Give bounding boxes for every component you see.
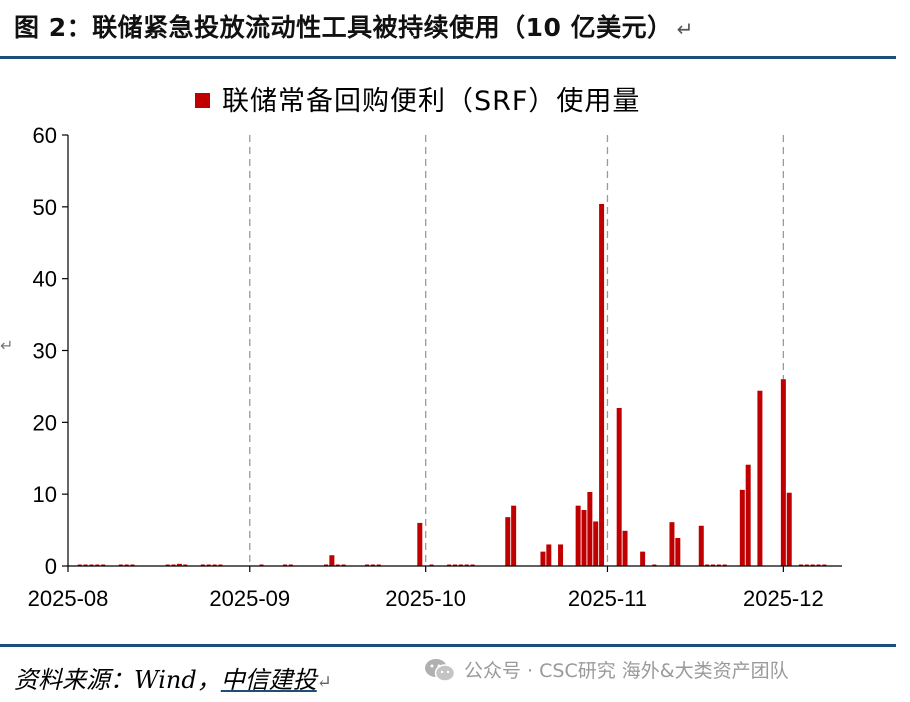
source-note: 资料来源：Wind，中信建投↵ [14, 660, 332, 695]
x-tick-label: 2025-10 [385, 586, 466, 611]
srf-bar [616, 407, 622, 566]
watermark: 公众号 · CSC研究 海外&大类资产团队 [424, 656, 789, 683]
baseline-stub [89, 564, 94, 566]
baseline-stub [288, 564, 293, 566]
baseline-stub [652, 564, 657, 566]
baseline-stub [447, 564, 452, 566]
title-return-mark: ↵ [676, 17, 694, 41]
bottom-rule [0, 644, 896, 647]
baseline-stub [165, 564, 170, 566]
baseline-stub [77, 564, 82, 566]
srf-bar [640, 551, 646, 566]
baseline-stub [335, 564, 340, 566]
baseline-stub [716, 564, 721, 566]
srf-bar [558, 544, 564, 566]
baseline-stub [118, 564, 123, 566]
baseline-stub [259, 564, 264, 566]
baseline-stub [804, 564, 809, 566]
baseline-stub [376, 564, 381, 566]
srf-bar [511, 505, 517, 566]
baseline-stub [722, 564, 727, 566]
baseline-stub [218, 564, 223, 566]
x-tick-label: 2025-12 [743, 586, 824, 611]
watermark-text: 公众号 · CSC研究 海外&大类资产团队 [464, 660, 789, 682]
srf-bar [757, 390, 763, 566]
baseline-stub [130, 564, 135, 566]
wechat-icon [425, 658, 456, 682]
srf-bar [599, 203, 605, 566]
baseline-stub [822, 564, 827, 566]
srf-bar [745, 464, 751, 566]
baseline-stub [171, 564, 176, 566]
legend-swatch [195, 93, 210, 108]
baseline-stub [83, 564, 88, 566]
x-tick-label: 2025-09 [209, 586, 290, 611]
baseline-stub [365, 564, 370, 566]
y-tick-label: 30 [33, 339, 57, 364]
baseline-stub [282, 564, 287, 566]
srf-bar [593, 521, 599, 566]
srf-bar [505, 517, 511, 566]
source-return-mark: ↵ [316, 672, 332, 693]
side-return-mark: ↵ [0, 336, 14, 355]
srf-bar [329, 555, 335, 566]
baseline-stub [124, 564, 129, 566]
baseline-stub [324, 564, 328, 566]
srf-bar [587, 492, 593, 566]
baseline-stub [458, 564, 463, 566]
baseline-stub [810, 564, 815, 566]
baseline-stub [453, 564, 457, 566]
y-tick-label: 40 [33, 267, 57, 292]
srf-bar-chart: 0 10 20 30 40 50 60 2025-08 2025-09 2025-10 2025-1… [28, 86, 842, 611]
srf-bar [622, 530, 628, 566]
baseline-stub [816, 564, 821, 566]
srf-bar [540, 551, 546, 566]
baseline-stub [429, 564, 434, 566]
x-tick-label: 2025-08 [28, 586, 109, 611]
baseline-stub [183, 564, 188, 566]
baseline-stub [200, 564, 205, 566]
baseline-stub [705, 564, 710, 566]
srf-bar [575, 505, 581, 566]
srf-bar [581, 509, 587, 566]
y-tick-label: 50 [33, 195, 57, 220]
y-tick-label: 10 [33, 482, 57, 507]
figure-title-text: 图 2：联储紧急投放流动性工具被持续使用（10 亿美元） [14, 13, 673, 42]
srf-bar [669, 522, 675, 566]
baseline-stub [711, 564, 715, 566]
y-tick-label: 20 [33, 410, 57, 435]
baseline-stub [464, 564, 469, 566]
y-tick-label: 0 [45, 554, 57, 579]
baseline-stub [370, 564, 375, 566]
baseline-stub [212, 564, 217, 566]
baseline-stub [95, 564, 100, 566]
baseline-stub [101, 564, 106, 566]
srf-bar [546, 544, 552, 566]
srf-bar [780, 379, 786, 566]
x-tick-label: 2025-11 [568, 586, 647, 611]
source-brand: 中信建投 [220, 666, 317, 694]
baseline-stub [206, 564, 211, 566]
baseline-stub [341, 564, 346, 566]
srf-bar [786, 492, 792, 566]
baseline-stub [798, 564, 803, 566]
srf-bar [698, 525, 704, 566]
srf-bar [675, 537, 681, 566]
top-rule [0, 56, 896, 59]
figure-title: 图 2：联储紧急投放流动性工具被持续使用（10 亿美元） ↵ [14, 8, 694, 44]
srf-bar [417, 522, 423, 566]
srf-bar [176, 563, 182, 566]
srf-bar [739, 489, 745, 566]
source-label: 资料来源：Wind， [14, 666, 221, 694]
y-tick-label: 60 [33, 123, 57, 148]
legend-label: 联储常备回购便利（SRF）使用量 [222, 86, 640, 117]
baseline-stub [470, 564, 475, 566]
